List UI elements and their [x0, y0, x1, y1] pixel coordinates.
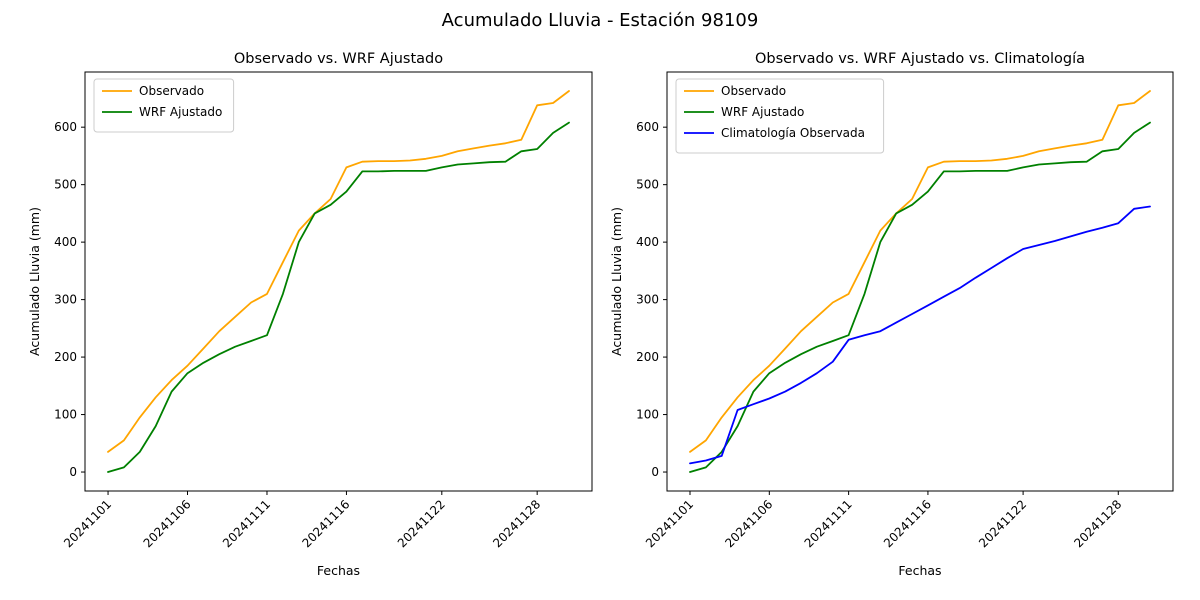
x-tick-label: 20241116 [299, 497, 352, 550]
figure-title: Acumulado Lluvia - Estación 98109 [441, 10, 759, 31]
x-tick-label: 20241101 [643, 497, 696, 550]
y-tick-label: 200 [54, 350, 77, 364]
x-tick-label: 20241101 [61, 497, 114, 550]
y-tick-label: 0 [69, 465, 77, 479]
x-axis-label: Fechas [317, 563, 360, 578]
x-tick-label: 20241106 [141, 497, 194, 550]
legend-label: WRF Ajustado [721, 105, 804, 119]
series-line-wrf-ajustado [107, 121, 570, 473]
series-line-wrf-ajustado [689, 121, 1151, 473]
x-tick-label: 20241111 [802, 497, 855, 550]
y-tick-label: 400 [636, 235, 659, 249]
legend-label: WRF Ajustado [139, 105, 222, 119]
y-tick-label: 0 [651, 465, 659, 479]
chart-observado-vs-wrf-vs-climatologia: 0 100 200 300 400 500 600 20241101 20241106 20241… [609, 51, 1174, 578]
legend-label: Observado [721, 84, 786, 98]
y-tick-label: 200 [636, 350, 659, 364]
series-line-climatología-observada [689, 205, 1151, 465]
legend-box [93, 78, 235, 133]
y-tick-label: 600 [54, 120, 77, 134]
y-tick-label: 100 [54, 408, 77, 422]
x-tick-label: 20241122 [976, 497, 1029, 550]
x-tick-label: 20241111 [220, 497, 273, 550]
x-tick-label: 20241116 [881, 497, 934, 550]
series-line-observado [689, 90, 1151, 453]
chart-observado-vs-wrf: 0 100 200 300 400 500 600 20241101 20241106 20241… [27, 51, 593, 578]
legend-label: Observado [139, 84, 204, 98]
x-tick-label: 20241122 [395, 497, 448, 550]
y-tick-label: 500 [54, 178, 77, 192]
y-tick-label: 100 [636, 408, 659, 422]
y-tick-label: 300 [54, 293, 77, 307]
axes-title: Observado vs. WRF Ajustado vs. Climatolo… [755, 51, 1085, 67]
x-tick-label: 20241128 [1071, 497, 1124, 550]
series-line-observado [107, 90, 570, 453]
y-axis-label: Acumulado Lluvia (mm) [609, 207, 624, 356]
y-tick-label: 300 [636, 293, 659, 307]
legend-box [675, 78, 885, 154]
legend-label: Climatología Observada [721, 126, 865, 140]
y-tick-label: 600 [636, 120, 659, 134]
axes-title: Observado vs. WRF Ajustado [234, 51, 443, 67]
x-tick-label: 20241128 [490, 497, 543, 550]
y-tick-label: 500 [636, 178, 659, 192]
axes-frame [84, 71, 593, 492]
y-axis-label: Acumulado Lluvia (mm) [27, 207, 42, 356]
x-tick-label: 20241106 [722, 497, 775, 550]
y-tick-label: 400 [54, 235, 77, 249]
axes-frame [666, 71, 1174, 492]
x-axis-label: Fechas [898, 563, 941, 578]
